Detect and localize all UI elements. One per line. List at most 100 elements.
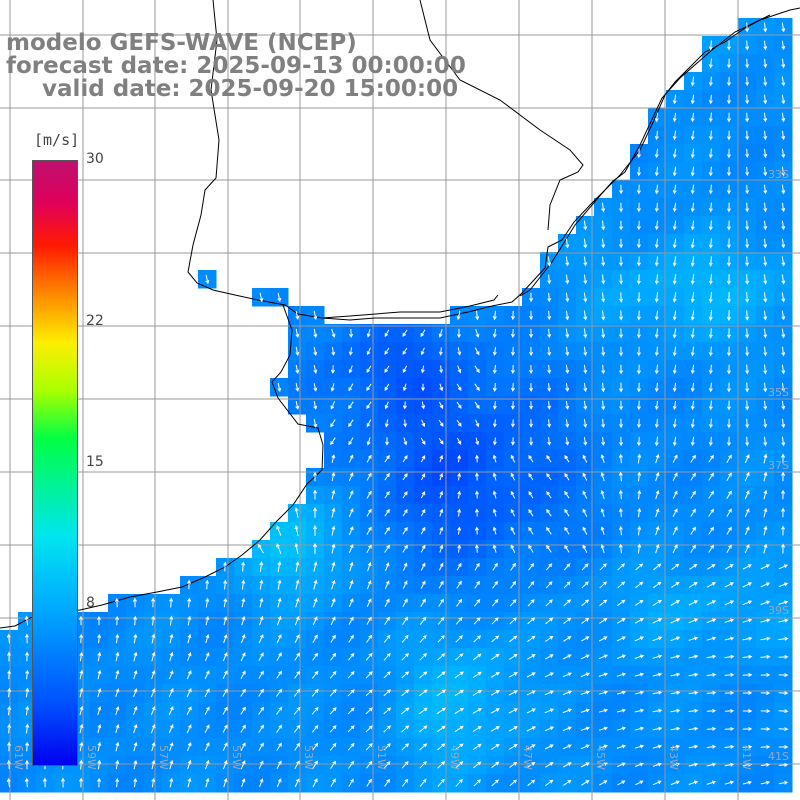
wind-arrow bbox=[366, 419, 372, 428]
wind-arrow bbox=[24, 633, 29, 644]
wind-arrow bbox=[365, 689, 373, 697]
wind-arrow bbox=[690, 148, 695, 159]
wind-arrow bbox=[636, 364, 641, 375]
wind-arrow bbox=[580, 654, 590, 660]
wind-arrow bbox=[760, 709, 771, 714]
wind-arrow bbox=[726, 130, 731, 141]
wind-arrow bbox=[763, 346, 768, 357]
wind-arrow bbox=[312, 652, 318, 661]
wind-arrow bbox=[79, 669, 84, 680]
wind-arrow bbox=[619, 220, 624, 231]
wind-arrow bbox=[600, 490, 605, 500]
wind-arrow bbox=[330, 401, 336, 410]
wind-arrow bbox=[438, 329, 443, 338]
wind-arrow bbox=[419, 653, 428, 661]
wind-arrow bbox=[133, 723, 138, 734]
wind-arrow bbox=[115, 777, 120, 788]
wind-arrow bbox=[781, 418, 786, 429]
wind-arrow bbox=[581, 780, 590, 786]
wind-arrow bbox=[367, 561, 372, 572]
wind-arrow bbox=[616, 672, 627, 677]
wind-arrow bbox=[455, 616, 463, 625]
wind-arrow bbox=[187, 579, 192, 590]
wind-arrow bbox=[654, 436, 659, 447]
wind-arrow bbox=[654, 328, 659, 339]
wind-arrow bbox=[510, 328, 515, 339]
wind-arrow bbox=[688, 780, 699, 785]
wind-arrow bbox=[490, 672, 500, 678]
wind-arrow bbox=[672, 508, 678, 518]
wind-arrow bbox=[672, 544, 678, 554]
wind-arrow bbox=[313, 346, 318, 357]
wind-arrow bbox=[544, 708, 555, 714]
wind-arrow bbox=[547, 419, 552, 428]
wind-arrow bbox=[418, 707, 428, 715]
wind-arrow bbox=[545, 762, 554, 768]
wind-arrow bbox=[330, 616, 336, 626]
wind-arrow bbox=[654, 148, 659, 159]
wind-arrow bbox=[186, 724, 192, 734]
wind-arrow bbox=[474, 490, 479, 499]
wind-arrow bbox=[742, 672, 753, 677]
wind-arrow bbox=[437, 743, 446, 751]
wind-arrow bbox=[583, 400, 588, 411]
wind-arrow bbox=[706, 618, 717, 624]
wind-arrow bbox=[726, 220, 731, 231]
wind-arrow bbox=[708, 346, 713, 357]
wind-arrow bbox=[763, 256, 768, 267]
wind-arrow bbox=[529, 401, 534, 410]
wind-arrow bbox=[690, 472, 696, 481]
wind-arrow bbox=[401, 707, 410, 715]
wind-arrow bbox=[618, 471, 623, 482]
wind-arrow bbox=[169, 633, 174, 644]
wind-arrow bbox=[529, 328, 534, 339]
wind-arrow bbox=[708, 58, 713, 69]
wind-arrow bbox=[349, 561, 354, 572]
wind-arrow bbox=[204, 688, 210, 698]
wind-arrow bbox=[456, 383, 462, 391]
wind-arrow bbox=[583, 418, 588, 429]
wind-arrow bbox=[742, 654, 753, 659]
wind-arrow bbox=[763, 184, 768, 195]
wind-arrow bbox=[583, 256, 588, 267]
latitude-label: 33S bbox=[768, 168, 789, 181]
wind-arrow bbox=[455, 761, 464, 769]
wind-arrow bbox=[294, 542, 299, 555]
wind-arrow bbox=[708, 292, 713, 303]
wind-arrow bbox=[745, 220, 750, 231]
wind-arrow bbox=[311, 688, 319, 697]
wind-arrow bbox=[205, 597, 210, 608]
wind-arrow bbox=[763, 525, 768, 536]
wind-arrow bbox=[672, 94, 677, 105]
wind-arrow bbox=[240, 760, 246, 770]
wind-arrow bbox=[384, 778, 390, 787]
wind-arrow bbox=[636, 292, 641, 303]
wind-arrow bbox=[654, 346, 659, 357]
wind-arrow bbox=[258, 742, 264, 751]
wind-arrow bbox=[365, 743, 373, 751]
wind-arrow bbox=[760, 672, 771, 677]
wind-arrow bbox=[474, 508, 479, 517]
wind-arrow bbox=[402, 598, 408, 607]
wind-arrow bbox=[544, 672, 554, 678]
wind-arrow bbox=[474, 526, 479, 535]
wind-arrow bbox=[492, 472, 497, 481]
wind-arrow bbox=[742, 726, 753, 731]
wind-arrow bbox=[672, 472, 678, 481]
wind-arrow bbox=[708, 490, 714, 499]
wind-arrow bbox=[760, 744, 771, 749]
wind-arrow bbox=[580, 726, 590, 731]
wind-arrow bbox=[259, 292, 264, 303]
wind-arrow bbox=[580, 762, 590, 768]
wind-arrow bbox=[6, 633, 11, 644]
wind-arrow bbox=[618, 507, 623, 518]
wind-arrow bbox=[510, 364, 515, 375]
wind-arrow bbox=[438, 437, 444, 445]
wind-arrow bbox=[636, 382, 641, 393]
wind-arrow bbox=[544, 726, 555, 732]
wind-arrow bbox=[204, 724, 210, 733]
wind-arrow bbox=[672, 418, 677, 429]
wind-arrow bbox=[598, 708, 609, 713]
wind-arrow bbox=[690, 112, 695, 123]
wind-arrow bbox=[708, 166, 713, 177]
